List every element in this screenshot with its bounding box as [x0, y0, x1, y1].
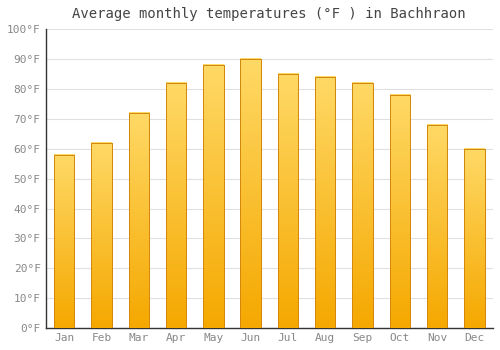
Bar [315, 77, 336, 328]
Bar [203, 65, 224, 328]
Bar [166, 83, 186, 328]
Bar [203, 65, 224, 328]
Bar [464, 149, 484, 328]
Title: Average monthly temperatures (°F ) in Bachhraon: Average monthly temperatures (°F ) in Ba… [72, 7, 466, 21]
Bar [128, 113, 149, 328]
Bar [240, 59, 261, 328]
Bar [166, 83, 186, 328]
Bar [91, 143, 112, 328]
Bar [54, 155, 74, 328]
Bar [352, 83, 373, 328]
Bar [54, 155, 74, 328]
Bar [278, 74, 298, 328]
Bar [315, 77, 336, 328]
Bar [240, 59, 261, 328]
Bar [427, 125, 448, 328]
Bar [390, 95, 410, 328]
Bar [91, 143, 112, 328]
Bar [352, 83, 373, 328]
Bar [464, 149, 484, 328]
Bar [128, 113, 149, 328]
Bar [278, 74, 298, 328]
Bar [427, 125, 448, 328]
Bar [390, 95, 410, 328]
